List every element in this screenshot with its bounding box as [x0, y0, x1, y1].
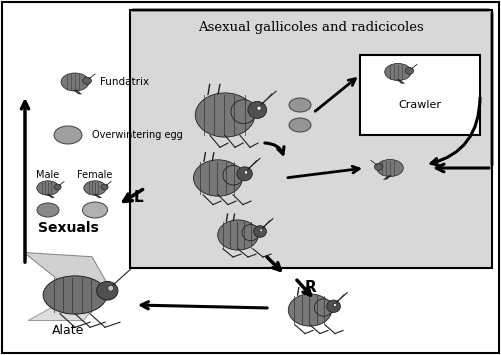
Ellipse shape [43, 276, 107, 314]
Ellipse shape [254, 226, 267, 237]
Text: Alate: Alate [52, 323, 84, 337]
Ellipse shape [289, 118, 311, 132]
Ellipse shape [374, 163, 383, 170]
Text: Crawler: Crawler [398, 100, 441, 110]
Ellipse shape [248, 102, 267, 119]
Polygon shape [24, 252, 109, 286]
Text: Fundatrix: Fundatrix [100, 77, 149, 87]
Ellipse shape [377, 159, 403, 176]
Ellipse shape [37, 203, 59, 217]
Polygon shape [28, 299, 101, 321]
Ellipse shape [260, 229, 263, 232]
Ellipse shape [244, 171, 248, 174]
Ellipse shape [289, 98, 311, 112]
Ellipse shape [108, 285, 114, 291]
Ellipse shape [385, 64, 411, 81]
Ellipse shape [195, 93, 255, 137]
Ellipse shape [288, 294, 332, 326]
Ellipse shape [97, 282, 118, 300]
Ellipse shape [193, 160, 242, 196]
Bar [130, 10, 492, 268]
Ellipse shape [83, 202, 108, 218]
Bar [360, 55, 480, 135]
Ellipse shape [84, 181, 106, 195]
Text: Overwintering egg: Overwintering egg [92, 130, 183, 140]
Ellipse shape [333, 304, 336, 307]
Ellipse shape [257, 106, 261, 110]
Ellipse shape [218, 220, 259, 250]
Text: Female: Female [77, 170, 113, 180]
Ellipse shape [237, 167, 253, 181]
Ellipse shape [242, 225, 260, 241]
Ellipse shape [54, 184, 61, 190]
Text: Sexuals: Sexuals [38, 221, 98, 235]
Ellipse shape [37, 181, 59, 195]
Ellipse shape [231, 100, 257, 124]
Ellipse shape [54, 126, 82, 144]
Text: Male: Male [37, 170, 60, 180]
Ellipse shape [405, 67, 414, 74]
Ellipse shape [314, 299, 333, 316]
Text: L: L [133, 190, 143, 204]
Ellipse shape [223, 165, 244, 185]
Ellipse shape [327, 300, 340, 312]
Ellipse shape [61, 73, 89, 91]
Ellipse shape [101, 184, 108, 190]
Text: Asexual gallicoles and radicicoles: Asexual gallicoles and radicicoles [198, 22, 424, 34]
Ellipse shape [83, 77, 91, 84]
Text: R: R [305, 279, 317, 295]
